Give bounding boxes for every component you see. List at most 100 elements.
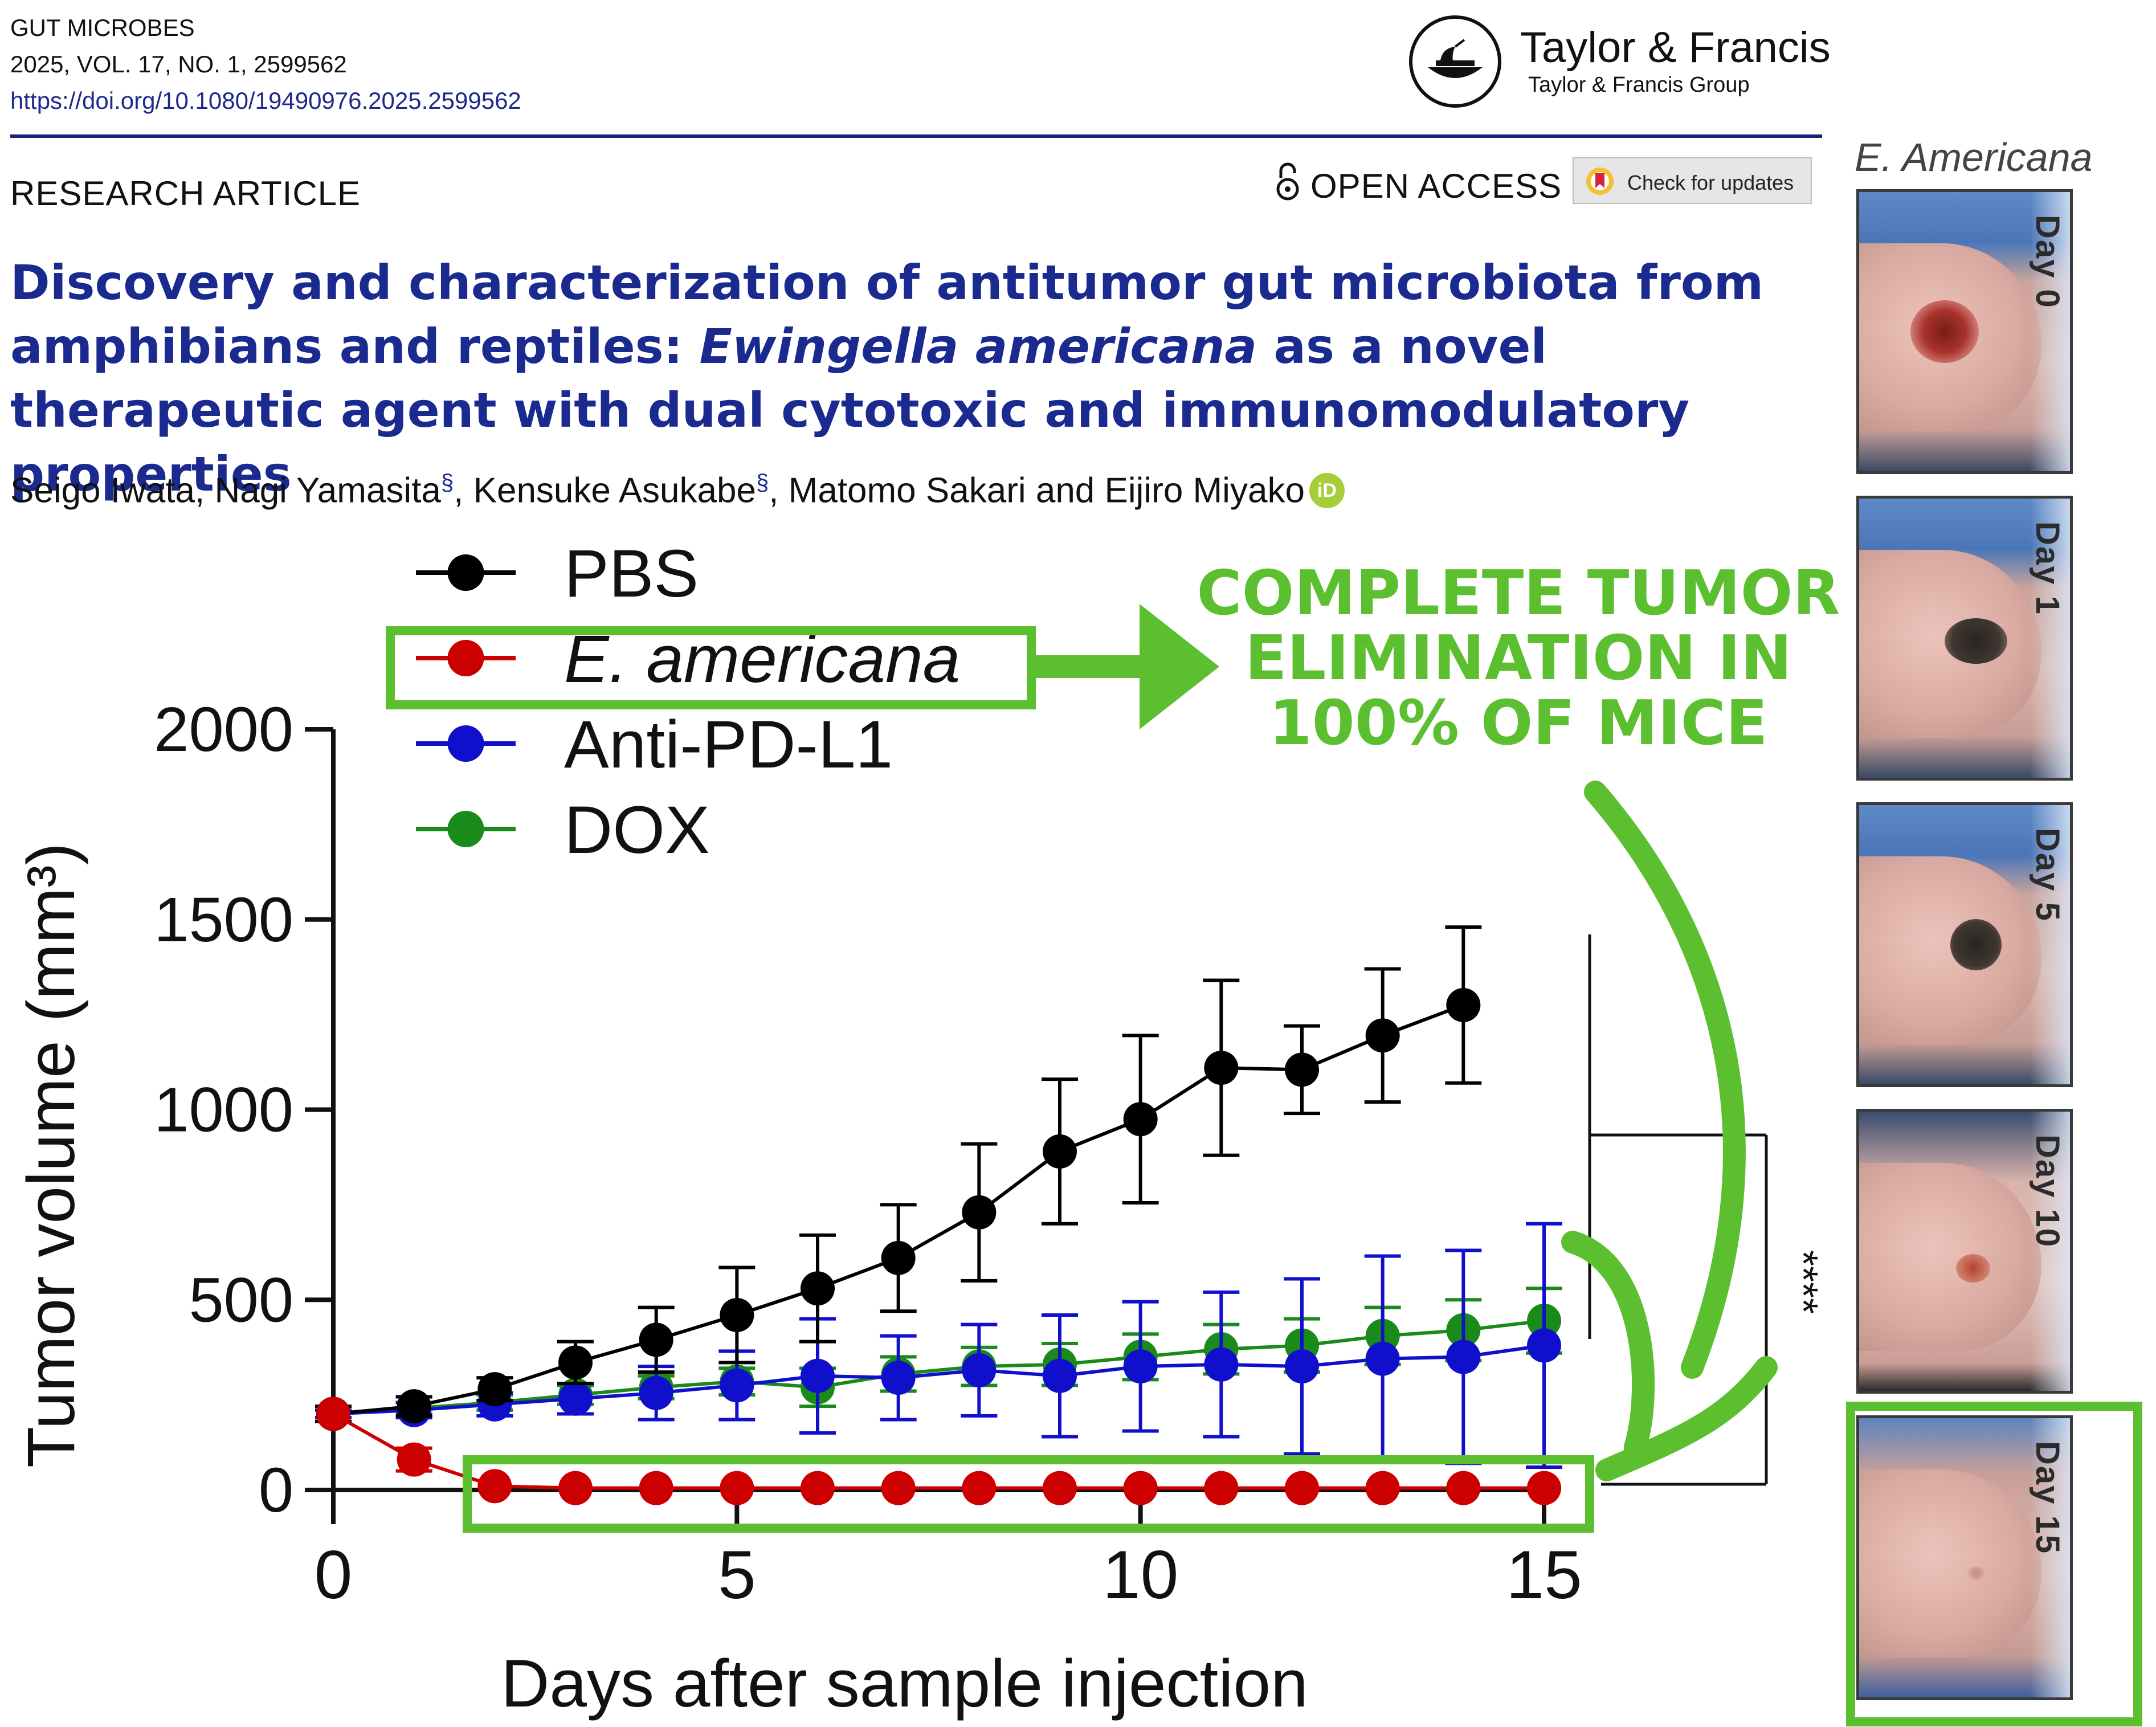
data-point xyxy=(962,1353,997,1387)
legend-marker xyxy=(447,640,484,676)
data-point xyxy=(801,1471,835,1505)
journal-name: GUT MICROBES xyxy=(10,14,195,41)
data-point xyxy=(1365,1471,1400,1505)
data-point xyxy=(1527,1328,1561,1363)
data-point xyxy=(477,1372,512,1407)
callout-arrow-curve xyxy=(1595,1356,1778,1481)
data-point xyxy=(397,1442,431,1477)
header-rule xyxy=(10,134,1822,138)
y-tick-label: 1000 xyxy=(154,1075,293,1145)
tumor-photo-day-10: Day 10 xyxy=(1856,1109,2073,1394)
data-point xyxy=(1043,1471,1077,1505)
legend-highlight-box xyxy=(386,626,1036,709)
publisher-group: Taylor & Francis Group xyxy=(1528,73,1750,97)
photo-column-label: E. Americana xyxy=(1855,135,2093,179)
data-point xyxy=(720,1297,754,1332)
author-list: Seigo Iwata, Nagi Yamasita§, Kensuke Asu… xyxy=(10,470,1345,511)
legend-marker xyxy=(447,725,484,762)
data-point xyxy=(1123,1102,1158,1137)
data-point xyxy=(558,1345,593,1380)
doi-link[interactable]: https://doi.org/10.1080/19490976.2025.25… xyxy=(10,87,521,114)
data-point xyxy=(1204,1471,1239,1505)
data-point xyxy=(477,1469,512,1504)
y-tick-label: 500 xyxy=(189,1265,293,1335)
tumor-photo-day-1: Day 1 xyxy=(1856,496,2073,781)
data-point xyxy=(720,1368,754,1403)
series-line-dox xyxy=(333,1318,1545,1416)
data-point xyxy=(1285,1471,1319,1505)
tumor-photo-day-0: Day 0 xyxy=(1856,189,2073,474)
data-point xyxy=(558,1471,593,1505)
article-title: Discovery and characterization of antitu… xyxy=(10,255,1764,502)
crossmark-icon xyxy=(1586,168,1614,195)
data-point xyxy=(1527,1471,1561,1505)
data-point xyxy=(1446,987,1481,1022)
photo-day-label: Day 15 xyxy=(2029,1441,2066,1555)
data-point xyxy=(1204,1051,1239,1085)
data-point xyxy=(720,1471,754,1505)
publisher-logo-icon xyxy=(1409,15,1501,108)
x-axis-label: Days after sample injection xyxy=(501,1646,1308,1721)
data-point xyxy=(801,1358,835,1393)
series-line-e-americana xyxy=(332,1412,1544,1490)
open-access-label: OPEN ACCESS xyxy=(1310,167,1562,205)
y-axis-label: Tumor volume (mm³) xyxy=(14,843,89,1468)
callout-arrow-curve xyxy=(1584,781,1746,1379)
legend-label: Anti-PD-L1 xyxy=(564,707,893,782)
data-point xyxy=(558,1381,593,1416)
publisher-name: Taylor & Francis xyxy=(1520,23,1831,72)
data-point xyxy=(801,1271,835,1306)
data-point xyxy=(1285,1349,1319,1384)
tumor-photo-day-15: Day 15 xyxy=(1856,1415,2073,1700)
data-point xyxy=(1365,1018,1400,1053)
data-point xyxy=(1446,1340,1481,1374)
callout-text: COMPLETE TUMOR ELIMINATION IN 100% OF MI… xyxy=(1197,558,1840,759)
data-point xyxy=(316,1397,350,1431)
y-tick-label: 1500 xyxy=(154,885,293,955)
y-tick-label: 0 xyxy=(259,1455,293,1525)
data-point xyxy=(639,1322,673,1357)
data-highlight-box xyxy=(463,1455,1594,1533)
photo-day-label: Day 0 xyxy=(2029,215,2066,309)
day-15-highlight-box xyxy=(1846,1402,2142,1726)
data-point xyxy=(639,1375,673,1410)
data-point xyxy=(1285,1052,1319,1087)
significance-stars: **** xyxy=(1780,1250,1826,1314)
legend-marker xyxy=(447,811,484,847)
data-point xyxy=(1123,1471,1158,1505)
data-point xyxy=(962,1195,997,1230)
callout-arrow-curve xyxy=(1561,1231,1655,1459)
legend-label: DOX xyxy=(564,793,710,868)
data-point xyxy=(1043,1358,1077,1393)
data-point xyxy=(1043,1134,1077,1169)
data-point xyxy=(1446,1471,1481,1505)
data-point xyxy=(881,1471,916,1505)
callout-arrowhead-right xyxy=(1140,604,1219,729)
data-point xyxy=(1204,1347,1239,1382)
x-tick-label: 15 xyxy=(1506,1537,1582,1613)
tumor-photo-day-5: Day 5 xyxy=(1856,802,2073,1087)
orcid-icon[interactable]: iD xyxy=(1309,472,1345,508)
data-point xyxy=(639,1471,673,1505)
photo-day-label: Day 1 xyxy=(2029,521,2066,615)
data-point xyxy=(881,1361,916,1395)
data-point xyxy=(881,1240,916,1275)
data-point xyxy=(397,1389,431,1424)
open-access-icon xyxy=(1276,162,1299,201)
volume-line: 2025, VOL. 17, NO. 1, 2599562 xyxy=(10,51,347,77)
y-tick-label: 2000 xyxy=(154,695,293,765)
data-point xyxy=(1123,1349,1158,1384)
photo-day-label: Day 10 xyxy=(2029,1134,2066,1248)
series-line-anti-pd-l1 xyxy=(333,1344,1545,1416)
photo-day-label: Day 5 xyxy=(2029,828,2066,922)
data-point xyxy=(962,1471,997,1505)
legend-marker xyxy=(447,554,484,591)
x-tick-label: 10 xyxy=(1102,1537,1178,1613)
data-point xyxy=(1365,1341,1400,1376)
legend-label: PBS xyxy=(564,536,699,611)
x-tick-label: 5 xyxy=(718,1537,756,1613)
x-tick-label: 0 xyxy=(315,1537,353,1613)
check-updates-label: Check for updates xyxy=(1627,171,1794,194)
article-type: RESEARCH ARTICLE xyxy=(10,174,361,213)
tumor-volume-chart: 0 500 1000 1500 2000 0 5 10 15 Days after sample … xyxy=(14,536,1826,1721)
